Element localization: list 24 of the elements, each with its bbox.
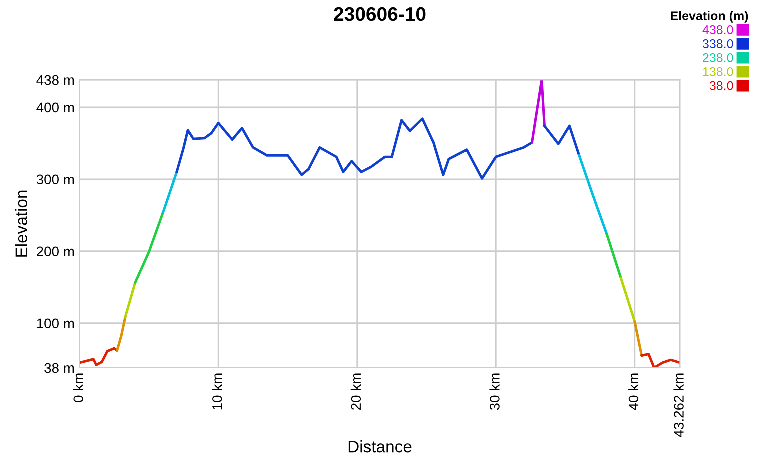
x-tick-label: 43.262 km (674, 374, 684, 438)
line-series (640, 353, 680, 368)
x-tick-label: 0 km (73, 374, 84, 402)
x-tick-label: 40 km (628, 374, 639, 410)
x-tick-label: 30 km (490, 374, 500, 410)
x-tick-label: 10 km (212, 374, 222, 410)
color-bar-label: 438.0 (702, 26, 734, 34)
color-bar-title: Elevation (m) (671, 11, 748, 23)
y-tick-label: 38 m (44, 363, 74, 374)
y-tick-label: 200 m (37, 246, 74, 257)
color-bar-label: 138.0 (703, 67, 734, 76)
y-tick-label: 300 m (36, 174, 74, 185)
y-tick-label: 438 m (36, 75, 74, 86)
chart-title: 230606-10 (334, 7, 426, 22)
line-series (80, 347, 119, 366)
color-bar-label: 338.0 (702, 40, 734, 48)
x-axis-title: Distance (348, 440, 412, 453)
y-tick-label: 100 m (37, 318, 74, 329)
color-bar-label: 238.0 (703, 53, 734, 62)
y-axis-title: Elevation (15, 190, 28, 257)
line-series (176, 118, 534, 180)
color-bar-label: 38.0 (710, 81, 734, 90)
x-tick-label: 20 km (350, 374, 362, 410)
y-tick-label: 400 m (36, 102, 74, 113)
